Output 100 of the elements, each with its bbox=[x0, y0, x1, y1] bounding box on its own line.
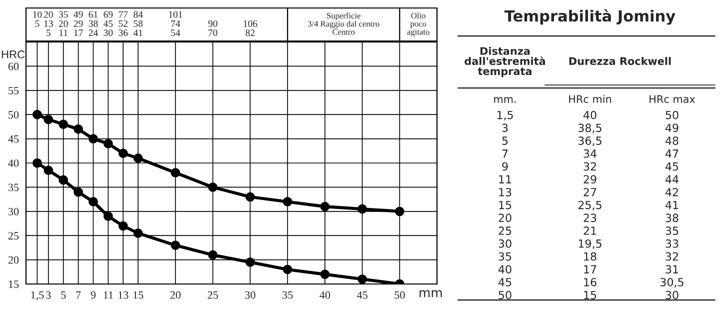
text: 15 bbox=[499, 200, 512, 210]
point bbox=[208, 250, 218, 260]
point bbox=[58, 120, 68, 129]
text: Temprabilità Jominy bbox=[504, 9, 676, 25]
point bbox=[208, 182, 218, 192]
text: 17 bbox=[584, 265, 596, 274]
x-tick-label: 50 bbox=[394, 291, 405, 299]
text: 90 70 bbox=[208, 20, 218, 36]
point bbox=[104, 138, 113, 148]
text: 7 bbox=[502, 150, 508, 158]
text: Olio poco agitato bbox=[407, 12, 430, 36]
text: 35 bbox=[666, 226, 678, 235]
text: 1,5 bbox=[497, 110, 513, 120]
text: 30,5 bbox=[660, 278, 684, 288]
point bbox=[394, 206, 404, 216]
y-tick-label: 15 bbox=[8, 280, 19, 288]
text: 10 5 bbox=[33, 11, 42, 27]
text: 84 58 41 bbox=[133, 11, 143, 36]
point bbox=[32, 158, 42, 168]
text: mm. bbox=[494, 97, 516, 103]
x-tick-label: 20 bbox=[170, 291, 181, 299]
point bbox=[118, 148, 128, 158]
text: 44 bbox=[665, 175, 678, 184]
text: 47 bbox=[665, 150, 678, 158]
text: 106 82 bbox=[244, 20, 258, 36]
point bbox=[320, 202, 330, 212]
text: 18 bbox=[584, 252, 596, 261]
text: 27 bbox=[584, 188, 596, 196]
text: 45 bbox=[498, 278, 512, 286]
text: 23 bbox=[584, 214, 596, 222]
y-tick-label: 35 bbox=[8, 184, 19, 192]
text: 61 38 24 bbox=[88, 11, 98, 36]
text: 35 20 11 bbox=[58, 11, 68, 36]
text: 20 13 5 bbox=[44, 11, 53, 36]
point bbox=[320, 270, 330, 280]
text: 101 74 54 bbox=[169, 11, 182, 36]
point bbox=[104, 212, 113, 221]
text: 3 bbox=[502, 124, 508, 132]
text: 41 bbox=[665, 200, 678, 210]
x-tick-label: 15 bbox=[134, 291, 144, 299]
x-tick-label: 35 bbox=[282, 291, 293, 299]
text: 20 bbox=[498, 214, 512, 222]
text: 25 bbox=[498, 226, 512, 235]
point bbox=[44, 166, 54, 175]
text: 48 bbox=[665, 136, 678, 145]
text: HRc min bbox=[569, 94, 611, 104]
point bbox=[88, 197, 98, 206]
point bbox=[118, 221, 128, 231]
point bbox=[282, 197, 292, 206]
text: 77 52 36 bbox=[118, 11, 128, 36]
point bbox=[88, 134, 98, 144]
text: 45 bbox=[665, 162, 678, 171]
x-tick-label: 1,5 bbox=[31, 291, 44, 300]
y-tick-label: 60 bbox=[8, 62, 19, 70]
text: Superficie 3/4 Raggio dal centro Centro bbox=[308, 12, 380, 35]
x-tick-label: 30 bbox=[245, 291, 256, 299]
text: 38,5 bbox=[578, 124, 602, 134]
point bbox=[358, 274, 367, 284]
text: 16 bbox=[584, 278, 596, 286]
point bbox=[170, 168, 180, 178]
text: 29 bbox=[584, 175, 596, 184]
text: HRc max bbox=[650, 95, 696, 104]
text: 25,5 bbox=[578, 200, 602, 210]
text: 13 bbox=[499, 188, 512, 196]
point bbox=[133, 153, 143, 163]
y-tick-label: 30 bbox=[8, 208, 19, 216]
text: 33 bbox=[666, 239, 678, 248]
text: 35 bbox=[498, 252, 512, 261]
text: 40 bbox=[498, 265, 512, 274]
text: Distanza dall'estremità temprata bbox=[464, 46, 546, 78]
text: 11 bbox=[499, 175, 512, 184]
y-tick-label: 45 bbox=[8, 135, 19, 143]
point bbox=[74, 124, 83, 134]
text: 32 bbox=[584, 162, 596, 171]
x-tick-label: 11 bbox=[104, 291, 113, 299]
text: 30 bbox=[498, 239, 512, 248]
x-tick-label: 5 bbox=[61, 291, 66, 299]
x-tick-label: 9 bbox=[90, 291, 96, 299]
y-tick-label: 40 bbox=[8, 159, 19, 167]
y-tick-label: 50 bbox=[8, 111, 19, 119]
text: 50 bbox=[666, 110, 678, 120]
text: 38 bbox=[666, 214, 678, 222]
point bbox=[245, 258, 255, 267]
point bbox=[44, 114, 54, 124]
x-tick-label: 3 bbox=[46, 291, 51, 299]
text: 31 bbox=[666, 265, 678, 274]
y-tick-label: 25 bbox=[8, 232, 19, 240]
x-tick-label: 45 bbox=[356, 291, 368, 299]
text: 49 29 17 bbox=[74, 11, 83, 36]
y-tick-label: 55 bbox=[8, 86, 19, 94]
x-axis-title: mm bbox=[420, 290, 442, 298]
text: 49 bbox=[665, 124, 678, 132]
point bbox=[358, 204, 367, 214]
text: 36,5 bbox=[578, 136, 602, 146]
text: 69 45 30 bbox=[104, 11, 113, 36]
point bbox=[58, 175, 68, 185]
text: 42 bbox=[665, 188, 678, 196]
text: 32 bbox=[666, 252, 678, 261]
text: 40 bbox=[583, 110, 596, 120]
text: 34 bbox=[584, 149, 596, 158]
